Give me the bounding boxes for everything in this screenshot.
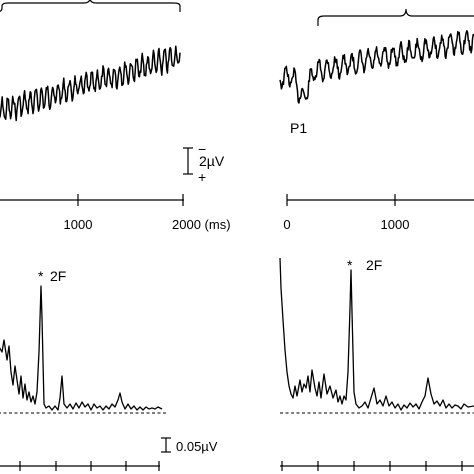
polarity-positive-label: + — [198, 169, 206, 185]
bottom-right-spectrum — [279, 257, 474, 411]
top-left-bracket — [0, 0, 181, 12]
spectrum-scale-label: 0.05µV — [176, 439, 218, 454]
top-left-eeg-trace — [0, 45, 181, 122]
bottom-right-significance-star: * — [347, 257, 353, 273]
amplitude-scale-label: 2µV — [199, 153, 225, 169]
amplitude-scale-bar — [183, 147, 193, 175]
p1-component-label: P1 — [290, 120, 307, 136]
top-left-time-axis — [0, 194, 184, 206]
top-left-tick-1000: 1000 — [64, 217, 93, 232]
bottom-left-spectrum — [0, 285, 163, 411]
polarity-negative-label: − — [198, 141, 206, 157]
bottom-right-frequency-axis — [280, 461, 474, 471]
bottom-left-significance-star: * — [38, 268, 44, 284]
top-right-eeg-trace — [279, 30, 474, 104]
top-right-time-axis — [286, 194, 474, 206]
spectrum-amplitude-scale-bar — [161, 437, 171, 453]
bottom-left-frequency-axis — [0, 461, 160, 471]
bottom-left-2f-label: 2F — [50, 268, 66, 284]
top-right-tick-0: 0 — [283, 217, 290, 232]
top-left-tick-2000: 2000 (ms) — [172, 217, 231, 232]
top-right-bracket — [317, 8, 474, 26]
bottom-right-2f-label: 2F — [366, 257, 382, 273]
top-right-tick-1000: 1000 — [381, 217, 410, 232]
